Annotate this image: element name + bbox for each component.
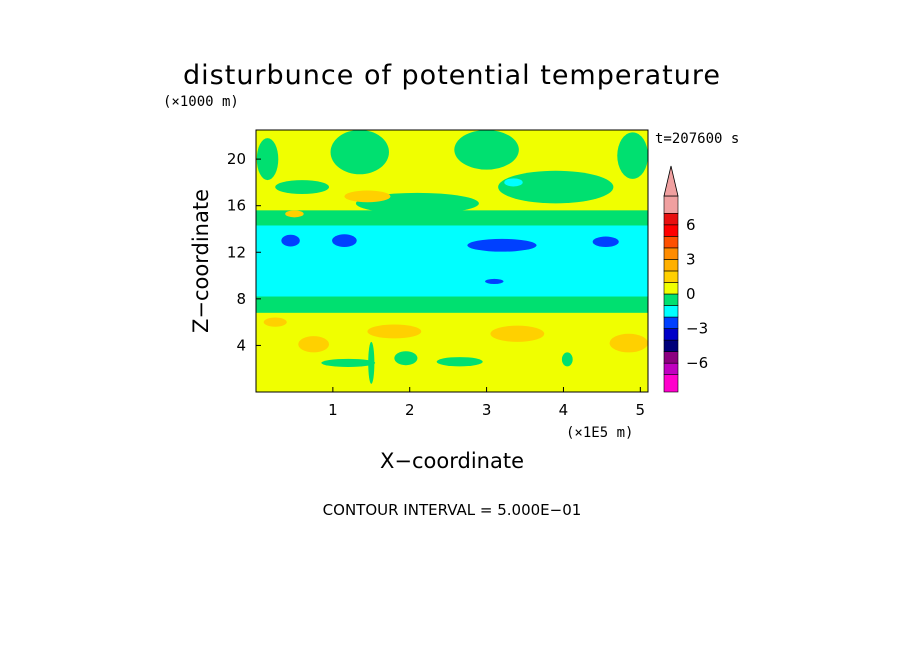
field-region-16 [344, 190, 391, 203]
x-tick-label: 3 [482, 401, 492, 419]
colorbar-swatch [663, 259, 679, 272]
colorbar-swatch [663, 224, 679, 237]
field-region-25 [436, 357, 483, 367]
field-region-23 [321, 358, 376, 367]
field-region-12 [498, 170, 614, 204]
colorbar-swatch [663, 236, 679, 249]
field-region-11 [617, 132, 648, 179]
field-region-17 [285, 210, 304, 218]
colorbar-swatch [663, 362, 679, 376]
y-tick-label: 4 [236, 336, 246, 354]
field-region-2 [256, 225, 648, 297]
y-tick-label: 8 [236, 290, 246, 308]
chart-title: disturbunce of potential temperature [183, 60, 721, 91]
temperature-field [256, 130, 648, 392]
plot-frame [255, 129, 649, 393]
field-region-24 [394, 351, 418, 366]
contour-interval-note: CONTOUR INTERVAL = 5.000E−01 [323, 501, 582, 519]
colorbar-swatch [663, 293, 679, 306]
colorbar-swatch [663, 305, 679, 318]
y-axis-ticks: 4 8 12 16 20 [227, 150, 261, 354]
x-tick-label: 5 [636, 401, 646, 419]
colorbar-swatch [663, 212, 679, 226]
field-region-7 [485, 278, 504, 284]
x-axis-label: X−coordinate [380, 449, 524, 473]
y-tick-label: 12 [227, 243, 246, 261]
x-tick-label: 1 [328, 401, 338, 419]
colorbar-swatch [663, 247, 679, 260]
colorbar-swatch [663, 282, 679, 295]
colorbar-swatch [663, 195, 679, 214]
field-region-3 [281, 234, 300, 247]
colorbar-extend-arrow [663, 165, 679, 197]
y-tick-label: 20 [227, 150, 246, 168]
y-axis-label: Z−coordinate [189, 189, 213, 333]
colorbar-tick-label: 3 [686, 250, 696, 268]
field-region-4 [332, 234, 357, 248]
colorbar-swatch [663, 339, 679, 352]
field-region-26 [561, 352, 573, 367]
field-region-5 [467, 238, 537, 252]
field-region-21 [609, 333, 648, 353]
field-region-19 [367, 324, 422, 339]
colorbar-tick-label: −6 [686, 354, 708, 372]
colorbar-swatch [663, 351, 679, 364]
field-region-9 [256, 138, 279, 181]
time-label: t=207600 s [655, 131, 739, 147]
field-region-18 [298, 336, 330, 353]
field-region-27 [368, 341, 375, 384]
x-axis-ticks: 1 2 3 4 5 [328, 387, 645, 419]
field-region-13 [275, 180, 330, 195]
field-region-10 [454, 130, 519, 170]
colorbar-tick-label: 0 [686, 285, 696, 303]
x-tick-label: 2 [405, 401, 415, 419]
colorbar-swatch [663, 316, 679, 329]
colorbar-swatch [663, 270, 679, 283]
field-region-15 [504, 178, 523, 187]
colorbar-swatch [663, 328, 679, 341]
field-region-8 [330, 130, 389, 175]
field-region-20 [490, 325, 545, 342]
field-region-6 [592, 236, 619, 248]
x-tick-label: 4 [559, 401, 569, 419]
x-unit-label: (×1E5 m) [566, 425, 633, 441]
colorbar-tick-label: −3 [686, 320, 708, 338]
field-region-22 [263, 317, 287, 327]
colorbar-tick-label: 6 [686, 216, 696, 234]
colorbar-swatch [663, 374, 679, 393]
y-tick-label: 16 [227, 197, 246, 215]
z-unit-label: (×1000 m) [163, 94, 239, 110]
colorbar: 6 3 0 −3 −6 [663, 165, 708, 393]
